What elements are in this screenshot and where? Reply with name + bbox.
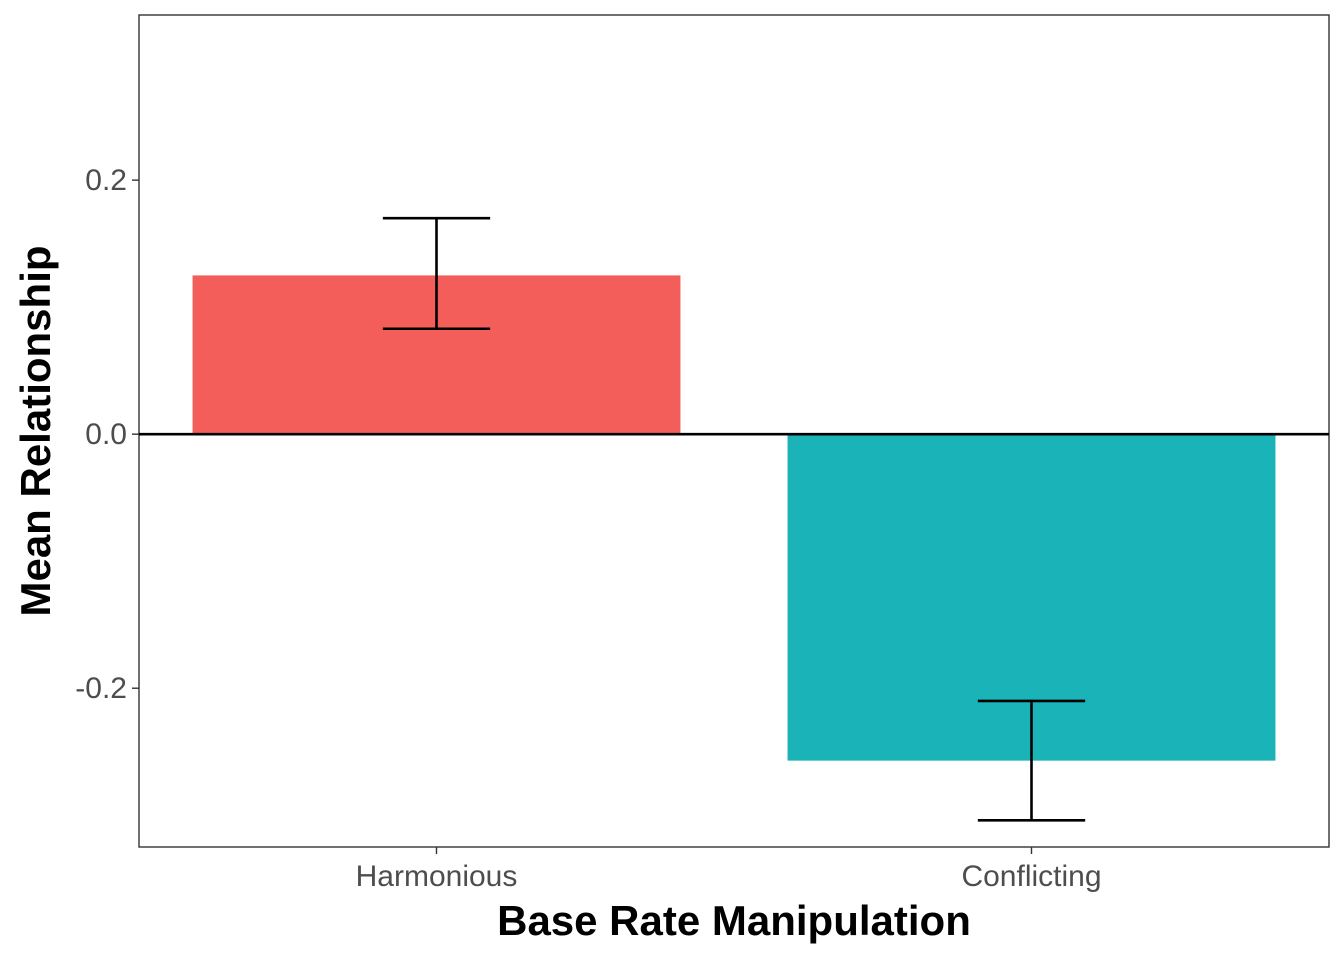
y-axis: -0.2 0.0 0.2	[75, 164, 139, 705]
x-axis: Harmonious Conflicting	[356, 847, 1102, 893]
error-bars-layer	[382, 216, 1086, 822]
y-tick-label: 0.2	[85, 164, 127, 197]
error-bar-conflicting	[977, 699, 1086, 822]
y-axis-title: Mean Relationship	[12, 245, 59, 616]
x-tick-label-harmonious: Harmonious	[356, 860, 518, 893]
x-axis-title: Base Rate Manipulation	[497, 897, 971, 944]
y-tick-label: -0.2	[75, 672, 127, 705]
error-bar-harmonious	[382, 216, 491, 331]
x-tick-label-conflicting: Conflicting	[961, 860, 1101, 893]
y-tick-label: 0.0	[85, 418, 127, 451]
